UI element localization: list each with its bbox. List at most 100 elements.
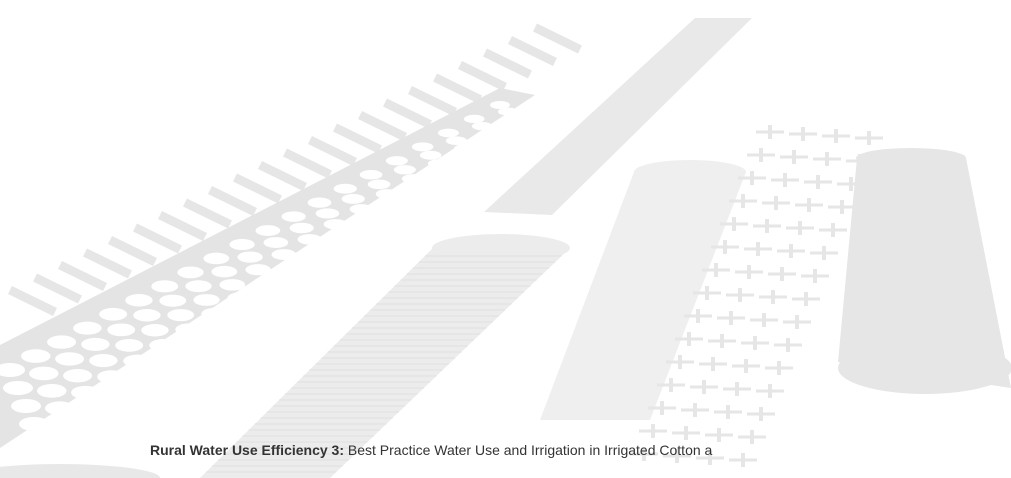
hole (45, 401, 75, 416)
hole (141, 324, 169, 337)
hole (19, 417, 49, 431)
hole (219, 279, 246, 291)
ladder-bar (208, 185, 257, 217)
ladder-strip (8, 23, 582, 317)
ladder-bar (258, 160, 307, 192)
hole (281, 211, 306, 222)
ladder-bar (108, 235, 157, 267)
hole (385, 156, 408, 166)
hole (471, 121, 493, 131)
hole (307, 197, 332, 208)
ladder-bar (133, 223, 182, 254)
hole (211, 265, 238, 278)
hole (315, 208, 340, 219)
hole (125, 294, 153, 307)
hole (289, 222, 314, 234)
hole (115, 339, 144, 352)
ladder-bar (358, 110, 407, 142)
hole (409, 183, 432, 193)
hole (263, 237, 289, 248)
ladder-bar (333, 123, 382, 154)
hole (0, 363, 25, 377)
hole (99, 307, 128, 321)
hole (151, 280, 179, 293)
hole (463, 114, 485, 124)
hole (47, 335, 77, 349)
hole (73, 321, 102, 335)
ladder-bar (183, 198, 232, 229)
hole (185, 280, 212, 293)
hole (81, 337, 110, 351)
band-stripes (206, 255, 562, 473)
hole (37, 384, 67, 398)
hole (201, 307, 228, 320)
hole (255, 225, 281, 236)
hole (55, 352, 85, 366)
hole (229, 238, 255, 251)
hole (123, 354, 152, 368)
hole (383, 198, 407, 209)
diagonal-band (484, 18, 752, 215)
hole (323, 219, 348, 230)
ladder-bar (58, 260, 107, 292)
ladder-bar (233, 173, 282, 204)
hole (437, 128, 459, 138)
ladder-bar (308, 135, 357, 167)
hole (297, 234, 322, 245)
ladder-bar (408, 85, 457, 117)
striped-band (200, 248, 570, 478)
hole (514, 120, 534, 129)
hole (359, 169, 383, 180)
ladder-bar (158, 210, 207, 242)
ladder-bar (383, 98, 432, 129)
hole (357, 214, 381, 225)
hole (71, 385, 101, 400)
hole (393, 165, 416, 175)
hole (167, 309, 195, 322)
band-cap (432, 234, 570, 262)
hole (341, 193, 365, 204)
hole (445, 136, 467, 146)
hole (245, 264, 271, 276)
hole (479, 129, 501, 138)
ladder-bar (283, 148, 332, 179)
ladder-bar (458, 60, 507, 92)
hole (107, 323, 136, 337)
pill-band (540, 172, 746, 420)
ladder-bar (83, 248, 132, 279)
hole (427, 159, 450, 169)
hole (375, 189, 399, 199)
caption: Rural Water Use Efficiency 3: Best Pract… (150, 441, 1011, 459)
hole (487, 136, 509, 145)
hole (203, 252, 230, 265)
hole (11, 399, 41, 413)
hole (175, 323, 203, 336)
ladder-bar (8, 285, 57, 317)
cylinder-top (856, 148, 966, 168)
hole (498, 107, 518, 116)
hole (159, 294, 187, 307)
hole (490, 101, 510, 109)
hole (193, 294, 220, 306)
hole (333, 183, 357, 194)
hole (279, 261, 305, 272)
hole (227, 292, 254, 304)
ladder-bar (533, 23, 582, 54)
hole (411, 142, 434, 152)
ladder-bar (508, 35, 557, 67)
pill-cap (634, 160, 746, 184)
hole (305, 245, 330, 257)
hole (253, 276, 279, 288)
hole (97, 370, 126, 384)
hole (453, 144, 475, 153)
cylinder (838, 158, 1011, 388)
cross-grid (630, 125, 883, 467)
ladder-bar (433, 73, 482, 104)
hole (21, 349, 51, 363)
hole (3, 381, 33, 395)
hole (435, 167, 458, 177)
hole (506, 114, 526, 123)
hole (461, 151, 483, 161)
bottom-shape (0, 464, 160, 478)
